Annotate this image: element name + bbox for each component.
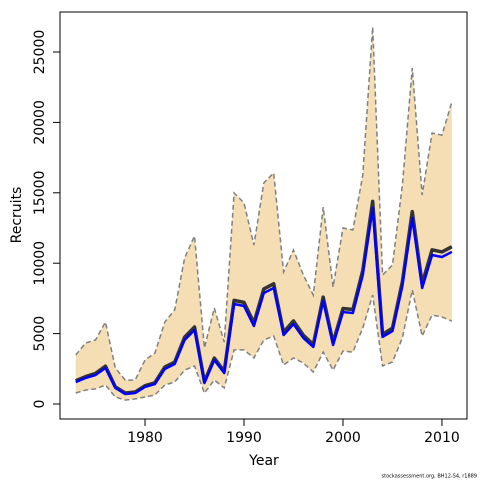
- y-tick-label: 15000: [32, 171, 48, 216]
- x-tick-label: 1990: [226, 430, 262, 446]
- y-tick-label: 25000: [32, 30, 48, 75]
- x-tick-label: 2010: [424, 430, 460, 446]
- series-line: [75, 206, 453, 396]
- y-tick-label: 10000: [32, 241, 48, 286]
- plot-frame: [59, 11, 468, 420]
- y-axis-label: Recruits: [9, 187, 25, 244]
- y-tick-label: 0: [32, 400, 48, 409]
- footnote: stockassessment.org, BH12-S4, r1889: [382, 474, 477, 480]
- x-tick-label: 2000: [325, 430, 361, 446]
- y-tick-label: 20000: [32, 100, 48, 145]
- x-axis-label: Year: [248, 453, 279, 469]
- y-tick-label: 5000: [32, 316, 48, 352]
- band-fill: [75, 26, 452, 401]
- band-upper: [75, 26, 453, 381]
- x-tick-label: 1980: [127, 430, 163, 446]
- band-lower: [75, 289, 453, 401]
